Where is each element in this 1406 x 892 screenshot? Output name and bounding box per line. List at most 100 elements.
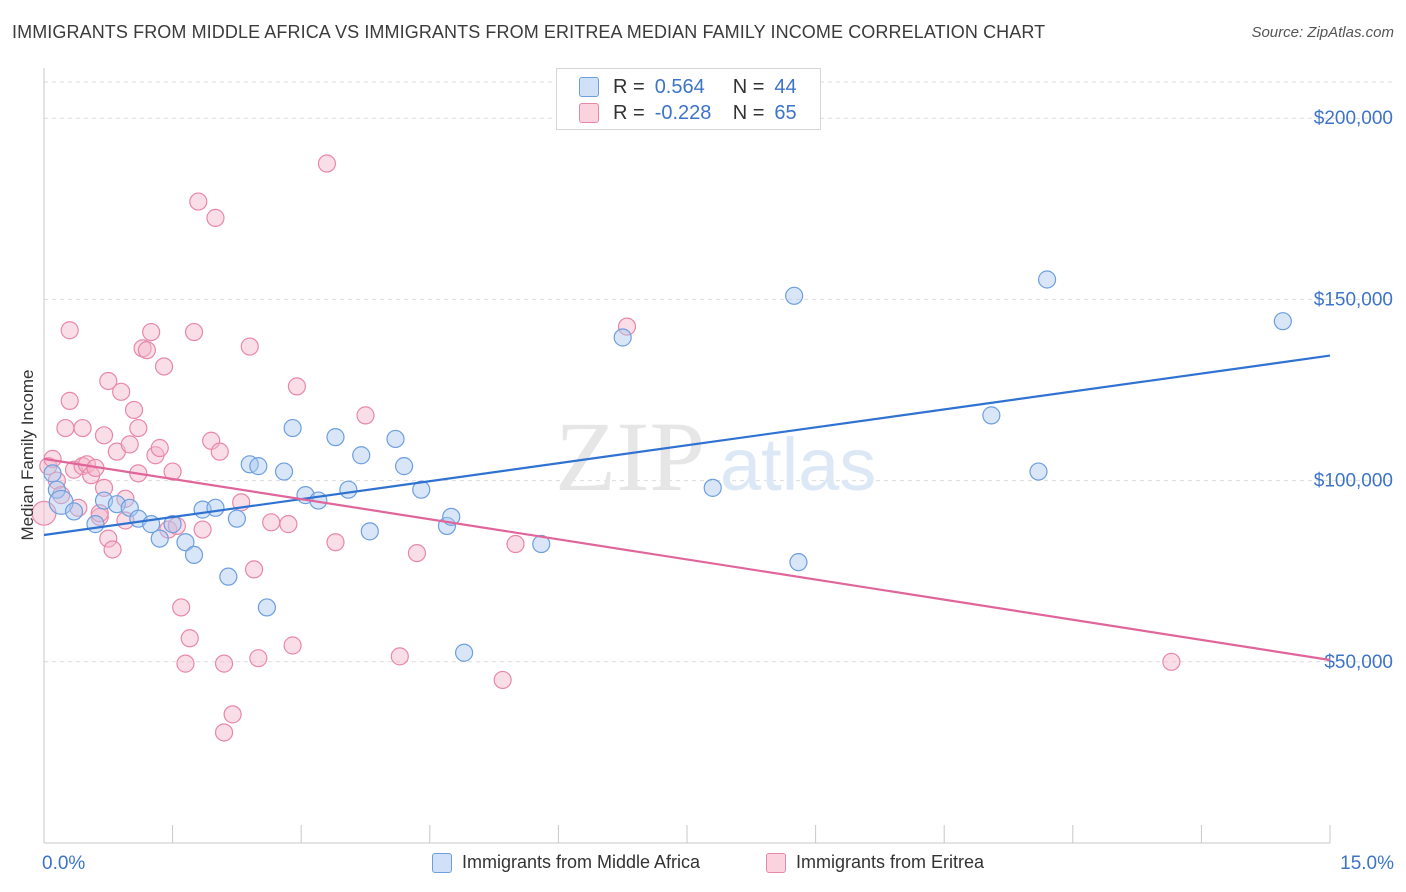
eritrea-point — [189, 192, 208, 211]
eritrea-point — [154, 357, 174, 376]
gridlines — [44, 81, 1394, 663]
eritrea-point — [176, 654, 195, 673]
watermark-atlas: atlas — [720, 423, 876, 506]
eritrea-point — [244, 560, 264, 579]
middle-africa-point — [613, 328, 632, 347]
watermark-zip: ZIP — [555, 401, 705, 512]
y-axis-label: Median Family Income — [18, 369, 37, 540]
stats-legend: R = 0.564 N = 44 R = -0.228 N = 65 — [556, 68, 821, 130]
middle-africa-point — [326, 428, 345, 447]
eritrea-point — [94, 426, 114, 445]
series-legend: Immigrants from Middle Africa Immigrants… — [0, 852, 1406, 878]
axes — [43, 68, 1331, 844]
eritrea-point — [56, 418, 75, 438]
middle-africa-point — [48, 489, 74, 515]
chart-title: IMMIGRANTS FROM MIDDLE AFRICA VS IMMIGRA… — [12, 22, 1046, 42]
stats-r-value: 0.564 — [654, 75, 705, 98]
eritrea-point — [120, 435, 139, 454]
middle-africa-point — [274, 462, 294, 481]
x-tick-label-max: 15.0% — [1340, 853, 1394, 874]
eritrea-point — [94, 478, 114, 497]
eritrea-point — [283, 636, 302, 655]
stats-row-eritrea: R = -0.228 N = 65 — [579, 100, 797, 126]
y-tick-label: $50,000 — [1324, 652, 1393, 673]
stats-n-label: N = — [732, 101, 765, 124]
middle-africa-point — [386, 429, 405, 449]
stats-n-value: 44 — [774, 75, 797, 98]
middle-africa-point — [785, 286, 804, 305]
stats-swatch-pink — [579, 103, 599, 123]
eritrea-point — [60, 391, 79, 410]
middle-africa-point — [454, 643, 474, 662]
eritrea-point — [137, 341, 156, 360]
middle-africa-point — [283, 418, 302, 438]
middle-africa-point — [206, 498, 225, 517]
trend-line-middle-africa — [43, 354, 1331, 537]
eritrea-point — [172, 598, 191, 617]
middle-africa-point — [64, 502, 84, 521]
eritrea-point — [617, 317, 637, 336]
eritrea-point — [73, 418, 92, 438]
stats-r-label: R = — [613, 101, 645, 124]
eritrea-point — [124, 400, 144, 420]
eritrea-point — [317, 154, 337, 173]
eritrea-point — [116, 489, 135, 508]
eritrea-point — [249, 649, 268, 668]
eritrea-point — [262, 513, 281, 532]
middle-africa-point — [257, 598, 277, 617]
legend-label: Immigrants from Middle Africa — [462, 852, 701, 872]
eritrea-point — [287, 377, 307, 396]
stats-row-middle-africa: R = 0.564 N = 44 — [579, 74, 797, 100]
middle-africa-point — [360, 522, 379, 541]
eritrea-point — [103, 540, 122, 559]
middle-africa-point — [219, 567, 238, 586]
middle-africa-point — [176, 533, 195, 552]
middle-africa-point — [412, 480, 431, 499]
stats-r-label: R = — [613, 75, 645, 98]
stats-n-value: 65 — [774, 101, 797, 124]
x-tick-label-min: 0.0% — [42, 853, 85, 874]
x-tick-labels: 0.0% 15.0% — [42, 853, 1394, 874]
y-tick-labels: $50,000 $100,000 $150,000 $200,000 — [1314, 108, 1393, 673]
eritrea-point — [99, 529, 118, 548]
y-tick-label: $150,000 — [1314, 289, 1393, 310]
eritrea-point — [326, 533, 345, 552]
trend-lines — [43, 354, 1331, 662]
middle-africa-point — [249, 457, 268, 476]
y-tick-label: $200,000 — [1314, 108, 1393, 129]
eritrea-point — [184, 322, 204, 342]
middle-africa-point — [352, 446, 371, 465]
middle-africa-point — [150, 529, 169, 548]
middle-africa-point — [86, 515, 105, 534]
eritrea-point — [142, 322, 161, 342]
middle-africa-point — [1029, 462, 1048, 481]
legend-item-eritrea[interactable]: Immigrants from Eritrea — [766, 852, 984, 873]
eritrea-point — [214, 654, 234, 673]
eritrea-point — [1162, 652, 1181, 671]
source-credit: Source: ZipAtlas.com — [1251, 24, 1394, 41]
eritrea-point — [206, 208, 225, 227]
eritrea-point — [240, 337, 259, 356]
middle-africa-point — [789, 553, 808, 572]
eritrea-point — [112, 382, 131, 401]
legend-item-middle-africa[interactable]: Immigrants from Middle Africa — [432, 852, 700, 873]
eritrea-point — [99, 371, 118, 391]
eritrea-point — [210, 442, 229, 461]
middle-africa-point — [982, 406, 1001, 425]
middle-africa-point — [394, 457, 414, 476]
eritrea-point — [356, 406, 375, 425]
legend-label: Immigrants from Eritrea — [796, 852, 985, 872]
eritrea-point — [150, 438, 169, 458]
trend-line-eritrea — [43, 457, 1331, 662]
stats-swatch-blue — [579, 77, 599, 97]
eritrea-point — [180, 629, 199, 648]
eritrea-point — [390, 647, 409, 666]
legend-swatch-pink — [766, 852, 786, 873]
eritrea-point — [493, 670, 512, 690]
eritrea-point — [506, 534, 525, 554]
series-eritrea-points — [31, 154, 1181, 742]
stats-n-label: N = — [732, 75, 765, 98]
eritrea-point — [279, 515, 298, 534]
eritrea-point — [129, 418, 148, 438]
